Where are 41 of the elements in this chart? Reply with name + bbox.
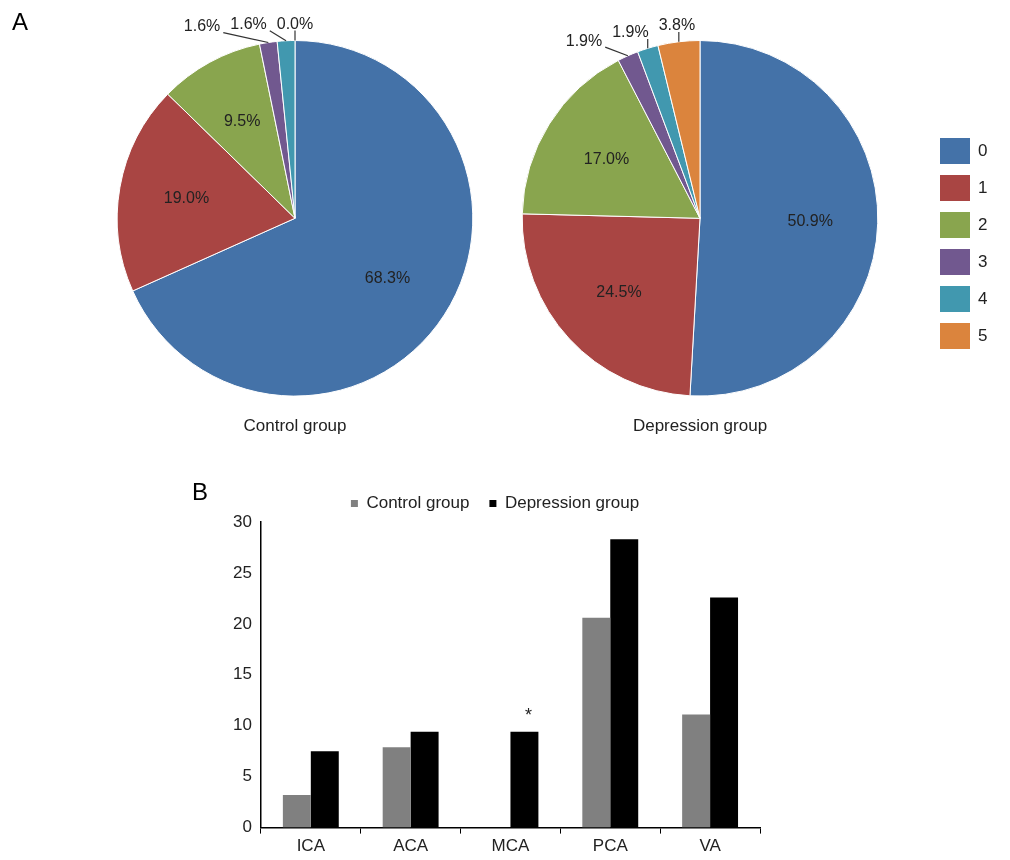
y-tick-label: 0 — [242, 817, 252, 837]
y-tick-label: 25 — [232, 562, 252, 582]
text: Depression group — [632, 416, 768, 436]
x-tick-label: ICA — [296, 836, 326, 856]
data-label: 24.5% — [596, 283, 642, 301]
text: Control group — [243, 416, 347, 436]
annotation: * — [524, 704, 532, 725]
y-tick-label: 15 — [232, 664, 252, 684]
legend-label: 3 — [978, 252, 989, 272]
x-tick-label: MCA — [491, 836, 530, 856]
legend-label: 2 — [978, 215, 989, 235]
text: 0.0% — [276, 14, 314, 32]
text: A — [12, 8, 29, 36]
text: B — [192, 478, 209, 506]
bar — [682, 714, 711, 828]
data-label: 17.0% — [583, 150, 630, 168]
data-label: 1.6% — [183, 17, 221, 35]
data-label: 68.3% — [364, 268, 411, 286]
data-label: 19.0% — [163, 189, 210, 207]
legend-label: 0 — [978, 141, 989, 161]
bar — [582, 617, 611, 828]
legend-label: 4 — [978, 289, 989, 309]
y-tick-label: 5 — [242, 766, 252, 786]
y-tick-label: 10 — [232, 715, 252, 735]
y-tick-label: 30 — [232, 511, 252, 531]
data-label: 1.9% — [565, 31, 603, 49]
data-label: 1.6% — [230, 15, 267, 33]
x-tick-label: PCA — [592, 836, 629, 856]
legend-label: 1 — [978, 178, 989, 198]
data-label: 9.5% — [223, 111, 261, 129]
bar — [282, 795, 311, 828]
bar — [382, 747, 411, 828]
x-tick-label: VA — [699, 836, 722, 856]
legend-label: Control group — [366, 493, 470, 513]
data-label: 1.9% — [612, 23, 649, 41]
legend-label: Depression group — [504, 493, 640, 513]
data-label: 3.8% — [658, 16, 696, 34]
y-tick-label: 20 — [232, 613, 252, 633]
legend-label: 5 — [978, 326, 989, 346]
x-tick-label: ACA — [393, 836, 429, 856]
data-label: 50.9% — [787, 211, 833, 229]
